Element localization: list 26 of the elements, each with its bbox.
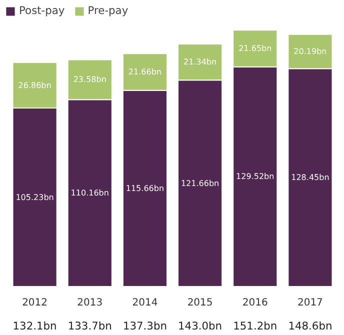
legend-label: Pre-pay (88, 4, 128, 17)
total-label: 137.3bn (122, 320, 167, 332)
x-tick-label: 2015 (187, 298, 213, 308)
data-label: 129.52bn (236, 172, 274, 182)
data-label: 110.16bn (70, 188, 109, 198)
data-label: 21.66bn (128, 67, 162, 76)
data-label: 20.19bn (294, 47, 327, 56)
data-label: 121.66bn (180, 178, 220, 188)
x-tick-label: 2012 (22, 298, 48, 308)
data-label: 115.66bn (126, 184, 164, 193)
data-label: 21.34bn (184, 58, 217, 67)
data-label: 26.86bn (18, 80, 52, 90)
total-label: 143.0bn (178, 320, 222, 332)
total-label: 148.6bn (288, 320, 332, 332)
x-tick-label: 2013 (77, 298, 103, 308)
total-label: 132.1bn (12, 320, 57, 332)
data-label: 23.58bn (73, 75, 106, 84)
legend-label: Post-pay (19, 4, 65, 17)
x-tick-label: 2014 (132, 298, 158, 308)
data-label: 105.23bn (16, 192, 54, 202)
total-label: 133.7bn (68, 320, 112, 332)
x-tick-label: 2017 (297, 298, 323, 308)
x-tick-label: 2016 (242, 298, 268, 308)
data-label: 128.45bn (291, 173, 330, 182)
data-label: 21.65bn (238, 44, 272, 53)
total-label: 151.2bn (233, 320, 278, 332)
